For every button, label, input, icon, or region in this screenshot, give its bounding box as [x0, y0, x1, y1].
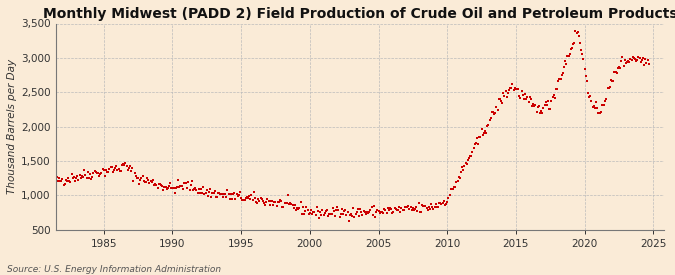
- Title: Monthly Midwest (PADD 2) Field Production of Crude Oil and Petroleum Products: Monthly Midwest (PADD 2) Field Productio…: [43, 7, 675, 21]
- Y-axis label: Thousand Barrels per Day: Thousand Barrels per Day: [7, 59, 17, 194]
- Text: Source: U.S. Energy Information Administration: Source: U.S. Energy Information Administ…: [7, 265, 221, 274]
